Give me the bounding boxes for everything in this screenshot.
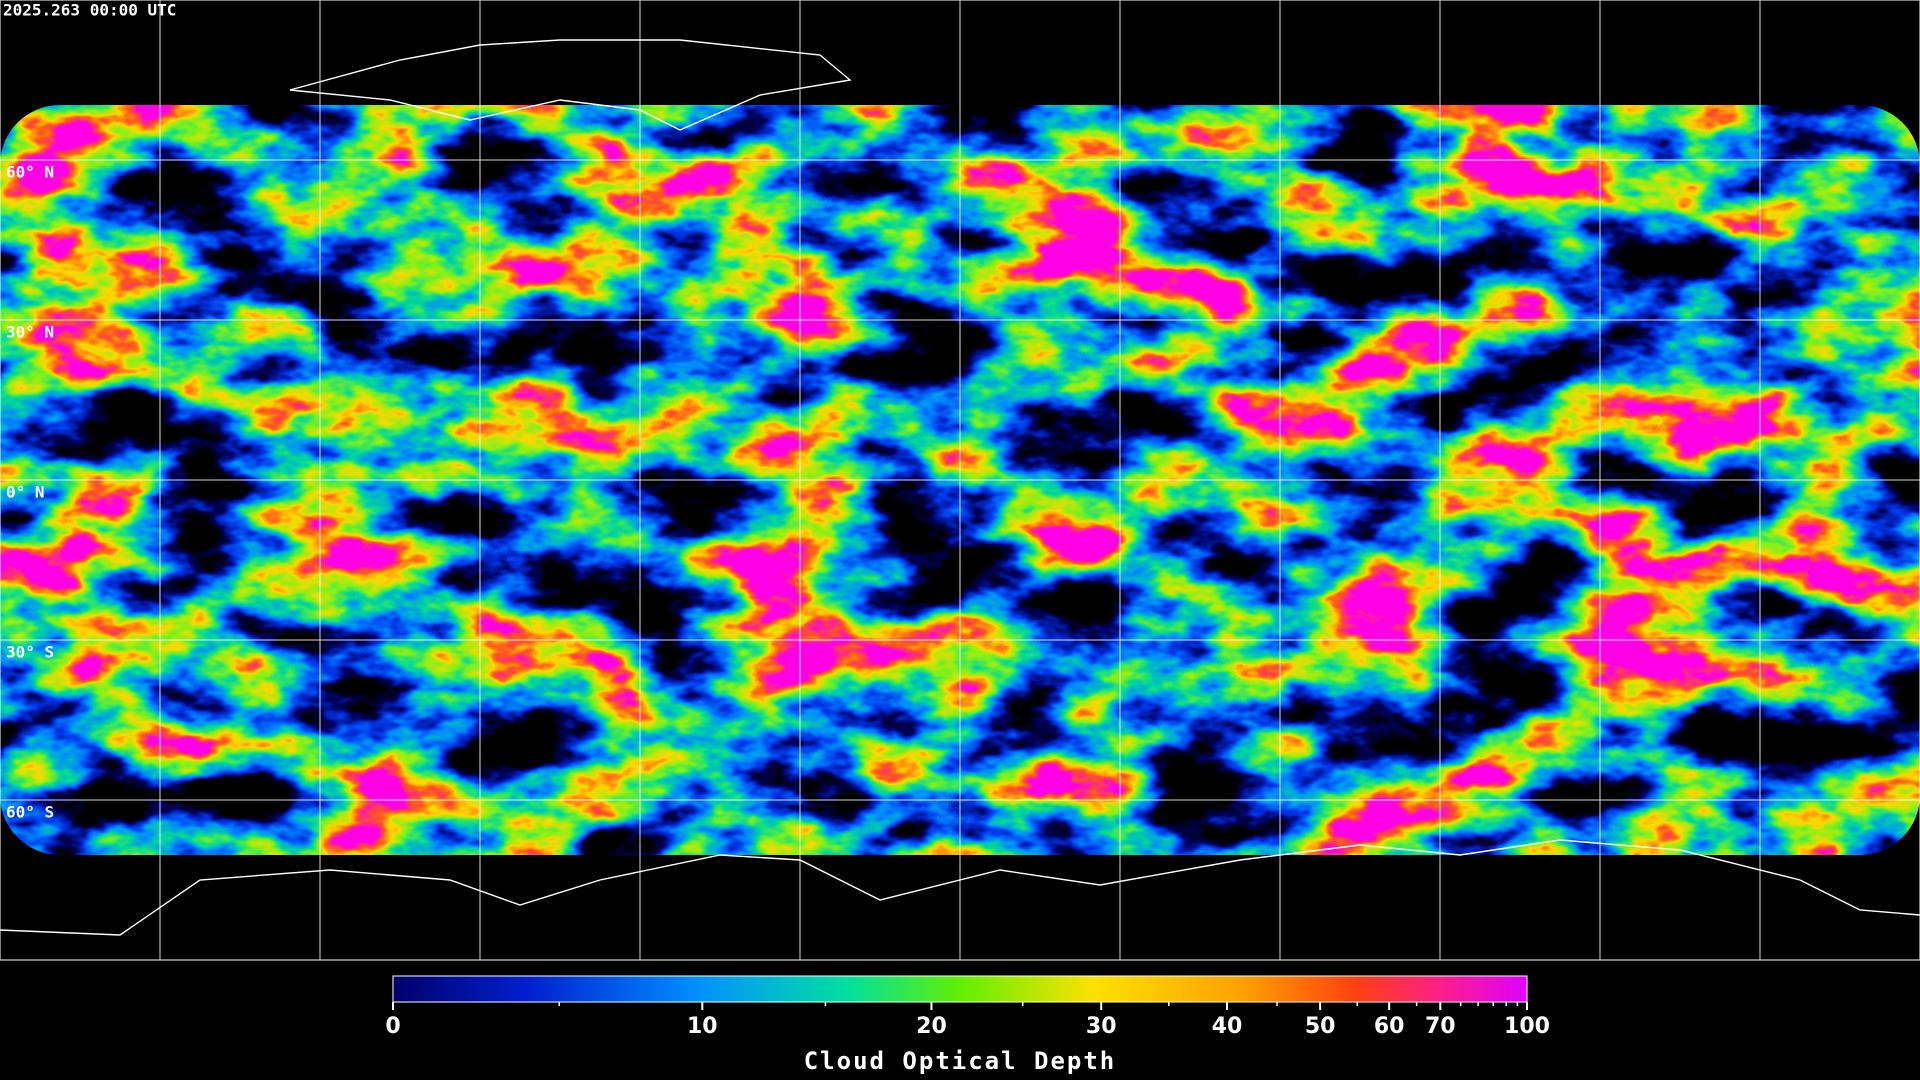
latitude-label: 60° N <box>6 163 54 182</box>
colorbar-tick-label: 0 <box>385 1014 400 1039</box>
colorbar-tick-label: 10 <box>687 1014 718 1039</box>
timestamp: 2025.263 00:00 UTC <box>3 1 176 20</box>
latitude-label: 30° S <box>6 643 54 662</box>
colorbar-tick-label: 40 <box>1212 1014 1243 1039</box>
colorbar-tick-label: 30 <box>1086 1014 1117 1039</box>
greenland <box>289 39 852 131</box>
antarctica <box>0 839 1920 936</box>
colorbar-tick-label: 60 <box>1374 1014 1405 1039</box>
coastlines <box>0 39 1920 936</box>
lat-labels: 60° N 30° N 0° N 30° S 60° S <box>6 163 54 822</box>
latitude-label: 0° N <box>6 483 45 502</box>
colorbar-tick-label: 20 <box>916 1014 947 1039</box>
latitude-label: 30° N <box>6 323 54 342</box>
colorbar-label: Cloud Optical Depth <box>804 1047 1117 1075</box>
colorbar-axis: 0 10 20 30 40 50 60 70 100 <box>385 1002 1550 1039</box>
colorbar-tick-label: 70 <box>1425 1014 1456 1039</box>
colorbar <box>392 975 1528 1003</box>
graticule <box>0 0 1920 960</box>
latitude-label: 60° S <box>6 803 54 822</box>
map-frame <box>0 0 1920 961</box>
colorbar-tick-label: 100 <box>1504 1014 1550 1039</box>
colorbar-tick-label: 50 <box>1305 1014 1336 1039</box>
